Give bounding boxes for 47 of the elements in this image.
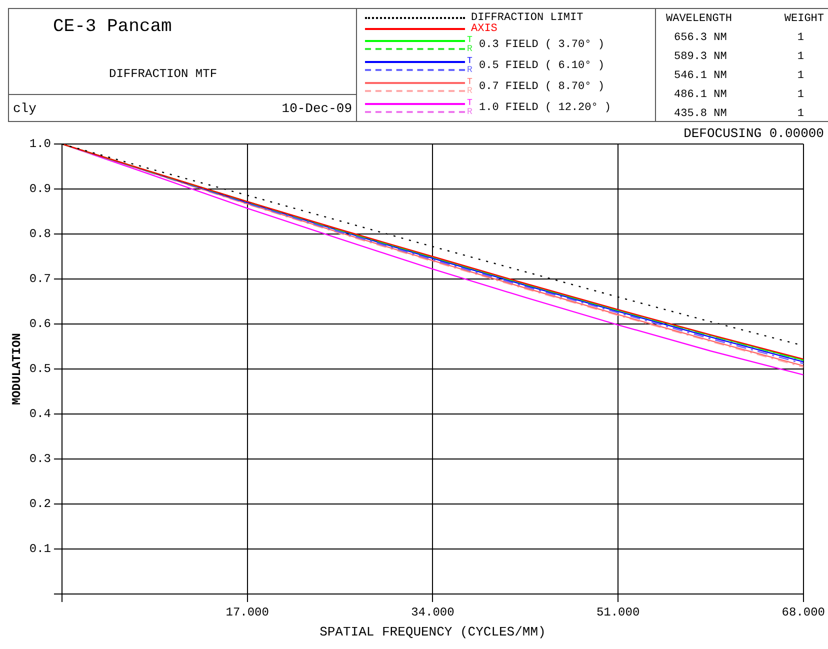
y-tick-label: 0.2 <box>29 497 52 512</box>
x-axis-title: SPATIAL FREQUENCY (CYCLES/MM) <box>320 624 546 640</box>
text: DEFOCUSING 0.00000 <box>684 126 824 141</box>
x-tick-label: 68.000 <box>782 605 826 620</box>
text: 435.8 NM <box>674 108 727 122</box>
text: 1 <box>797 70 804 84</box>
text: T <box>467 98 474 108</box>
text: 1 <box>797 51 804 65</box>
text: WEIGHT <box>784 13 824 27</box>
text: T <box>467 56 474 66</box>
text: WAVELENGTH <box>666 13 732 27</box>
text: 589.3 NM <box>674 51 727 65</box>
text: 546.1 NM <box>674 70 727 84</box>
text: R <box>467 86 474 96</box>
chart-subtitle: DIFFRACTION MTF <box>109 67 218 81</box>
text: 1 <box>797 32 804 46</box>
text: 1.0 FIELD ( 12.20° ) <box>479 102 612 114</box>
y-tick-label: 0.3 <box>29 452 52 466</box>
text: T <box>467 34 474 44</box>
y-tick-label: 0.6 <box>29 317 52 332</box>
text: 486.1 NM <box>674 89 727 103</box>
text: 1 <box>797 108 804 122</box>
y-tick-label: 0.4 <box>29 407 52 422</box>
text: 0.3 FIELD ( 3.70° ) <box>479 38 604 50</box>
y-tick-label: 0.9 <box>29 182 52 196</box>
text: DIFFRACTION LIMIT <box>471 12 584 24</box>
text: 0.7 FIELD ( 8.70° ) <box>479 80 604 92</box>
x-tick-label: 17.000 <box>226 605 269 620</box>
y-axis-title: MODULATION <box>10 332 24 406</box>
text: 1 <box>797 89 804 103</box>
y-tick-label: 0.1 <box>29 542 52 556</box>
text: AXIS <box>471 22 498 34</box>
text: R <box>467 106 474 116</box>
y-tick-label: 0.8 <box>29 227 52 242</box>
chart-title: CE-3 Pancam <box>53 17 172 37</box>
text: 656.3 NM <box>674 32 727 46</box>
text: T <box>467 76 474 86</box>
x-tick-label: 34.000 <box>411 605 454 620</box>
x-tick-label: 51.000 <box>596 605 640 620</box>
text: 0.5 FIELD ( 6.10° ) <box>479 60 604 72</box>
text: 10-Dec-09 <box>282 100 352 116</box>
y-tick-label: 0.7 <box>29 272 52 286</box>
text: R <box>467 44 474 54</box>
text: R <box>467 64 474 74</box>
y-tick-label: 1.0 <box>29 137 52 152</box>
y-tick-label: 0.5 <box>29 362 52 376</box>
text: cly <box>13 100 36 116</box>
